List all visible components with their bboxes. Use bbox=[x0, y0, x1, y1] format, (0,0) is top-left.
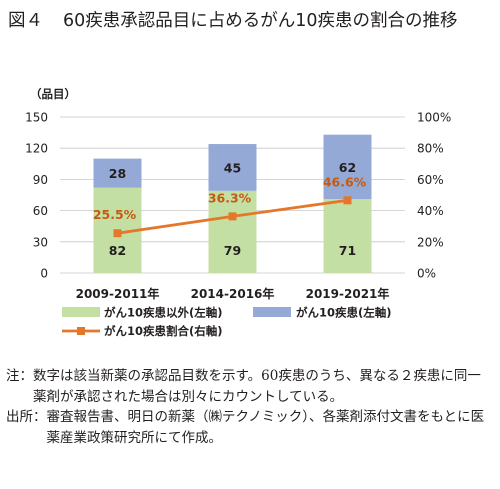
x-tick-label: 2019-2021年 bbox=[306, 286, 390, 301]
source-text: 審査報告書、明日の新薬（㈱テクノミック）、各薬剤添付文書をもとに医薬産業政策研究… bbox=[46, 409, 485, 446]
ratio-value-label: 36.3% bbox=[208, 190, 252, 205]
note-text: 数字は該当新薬の承認品目数を示す。60疾患のうち、異なる２疾患に同一薬剤が承認さ… bbox=[33, 368, 481, 405]
legend-label-non-cancer: がん10疾患以外(左軸) bbox=[104, 306, 223, 320]
x-tick-label: 2014-2016年 bbox=[191, 286, 275, 301]
legend-marker-ratio bbox=[77, 327, 85, 335]
figure-title: 図４ 60疾患承認品目に占めるがん10疾患の割合の推移 bbox=[8, 8, 492, 34]
ratio-marker bbox=[228, 212, 237, 221]
bar-value-label: 28 bbox=[109, 166, 126, 181]
legend-label-cancer: がん10疾患(左軸) bbox=[296, 306, 392, 320]
notes: 注： 数字は該当新薬の承認品目数を示す。60疾患のうち、異なる２疾患に同一薬剤が… bbox=[6, 366, 486, 448]
y-right-tick-label: 40% bbox=[417, 204, 444, 218]
ratio-value-label: 25.5% bbox=[93, 207, 137, 222]
bar-value-label: 82 bbox=[109, 243, 126, 258]
source-row: 出所： 審査報告書、明日の新薬（㈱テクノミック）、各薬剤添付文書をもとに医薬産業… bbox=[6, 407, 486, 448]
y-left-axis-label: （品目） bbox=[30, 87, 76, 101]
y-right-tick-label: 80% bbox=[417, 142, 444, 156]
y-left-tick-label: 150 bbox=[25, 111, 48, 125]
bar-segment-cancer bbox=[93, 158, 142, 188]
bar-segment-cancer bbox=[323, 134, 372, 200]
bar-value-label: 71 bbox=[339, 243, 356, 258]
legend-label-ratio: がん10疾患割合(右軸) bbox=[104, 324, 223, 338]
y-left-tick-label: 90 bbox=[33, 173, 48, 187]
bar-value-label: 45 bbox=[224, 160, 241, 175]
x-tick-label: 2009-2011年 bbox=[76, 286, 160, 301]
stacked-bar-line-chart: 150 120 90 60 30 0 100% 80% 60% 40% 20% 0% （品目） 82 28 2… bbox=[25, 87, 451, 338]
y-right-tick-label: 100% bbox=[417, 111, 451, 125]
y-left-tick-label: 0 bbox=[40, 267, 48, 281]
figure-title-text: 60疾患承認品目に占めるがん10疾患の割合の推移 bbox=[63, 11, 458, 31]
bar-segment-cancer bbox=[208, 144, 257, 191]
source-label: 出所： bbox=[6, 409, 47, 425]
ratio-marker bbox=[343, 196, 352, 205]
y-left-tick-label: 30 bbox=[33, 235, 48, 249]
bar-segment-non-cancer bbox=[323, 199, 372, 273]
y-right-tick-label: 60% bbox=[417, 173, 444, 187]
legend-swatch-non-cancer bbox=[62, 307, 100, 317]
bar-segment-non-cancer bbox=[208, 190, 257, 273]
y-left-tick-label: 60 bbox=[33, 204, 48, 218]
bar-value-label: 62 bbox=[339, 160, 356, 175]
legend-swatch-cancer bbox=[253, 307, 291, 317]
figure-label: 図４ bbox=[8, 11, 43, 31]
bar-value-label: 79 bbox=[224, 243, 241, 258]
note-label: 注： bbox=[6, 368, 33, 384]
note-row: 注： 数字は該当新薬の承認品目数を示す。60疾患のうち、異なる２疾患に同一薬剤が… bbox=[6, 366, 486, 407]
y-left-tick-label: 120 bbox=[25, 142, 48, 156]
ratio-marker bbox=[113, 229, 122, 238]
y-right-tick-label: 20% bbox=[417, 235, 444, 249]
y-right-tick-label: 0% bbox=[417, 267, 436, 281]
ratio-value-label: 46.6% bbox=[323, 174, 367, 189]
